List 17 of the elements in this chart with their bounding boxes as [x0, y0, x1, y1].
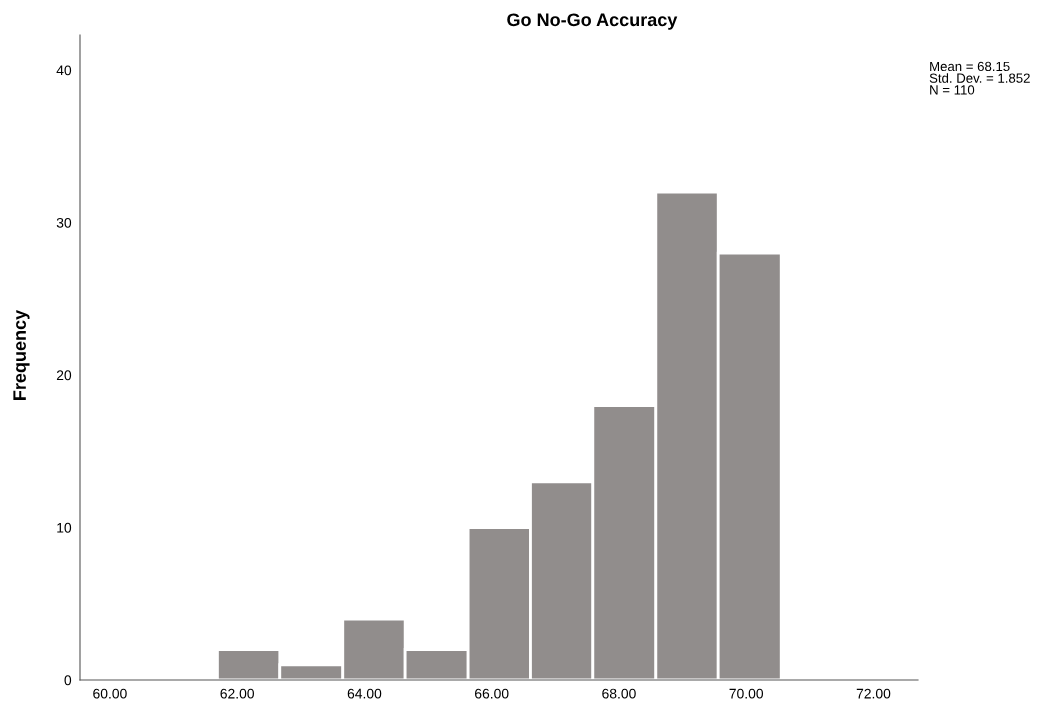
x-tick-label: 66.00: [475, 688, 509, 699]
x-tick-label: 70.00: [729, 688, 764, 699]
x-tick-label: 60.00: [93, 688, 127, 699]
x-tick-label: 62.00: [220, 688, 254, 699]
chart-title: Go No-Go Accuracy: [507, 13, 678, 30]
text: Mean = 68.15: [930, 61, 1010, 72]
y-tick-label: 20: [56, 370, 72, 381]
y-axis-title: Frequency: [13, 309, 30, 400]
text: Std. Dev. = 1.852: [929, 73, 1030, 83]
text: N = 110: [930, 85, 975, 95]
y-tick-label: 40: [56, 65, 72, 76]
y-tick-label: 0: [64, 675, 72, 686]
y-tick-label: 30: [56, 217, 72, 228]
x-tick-label: 68.00: [602, 688, 636, 699]
y-tick-label: 10: [57, 522, 72, 533]
x-tick-label: 64.00: [347, 688, 382, 699]
x-tick-label: 72.00: [856, 688, 891, 699]
